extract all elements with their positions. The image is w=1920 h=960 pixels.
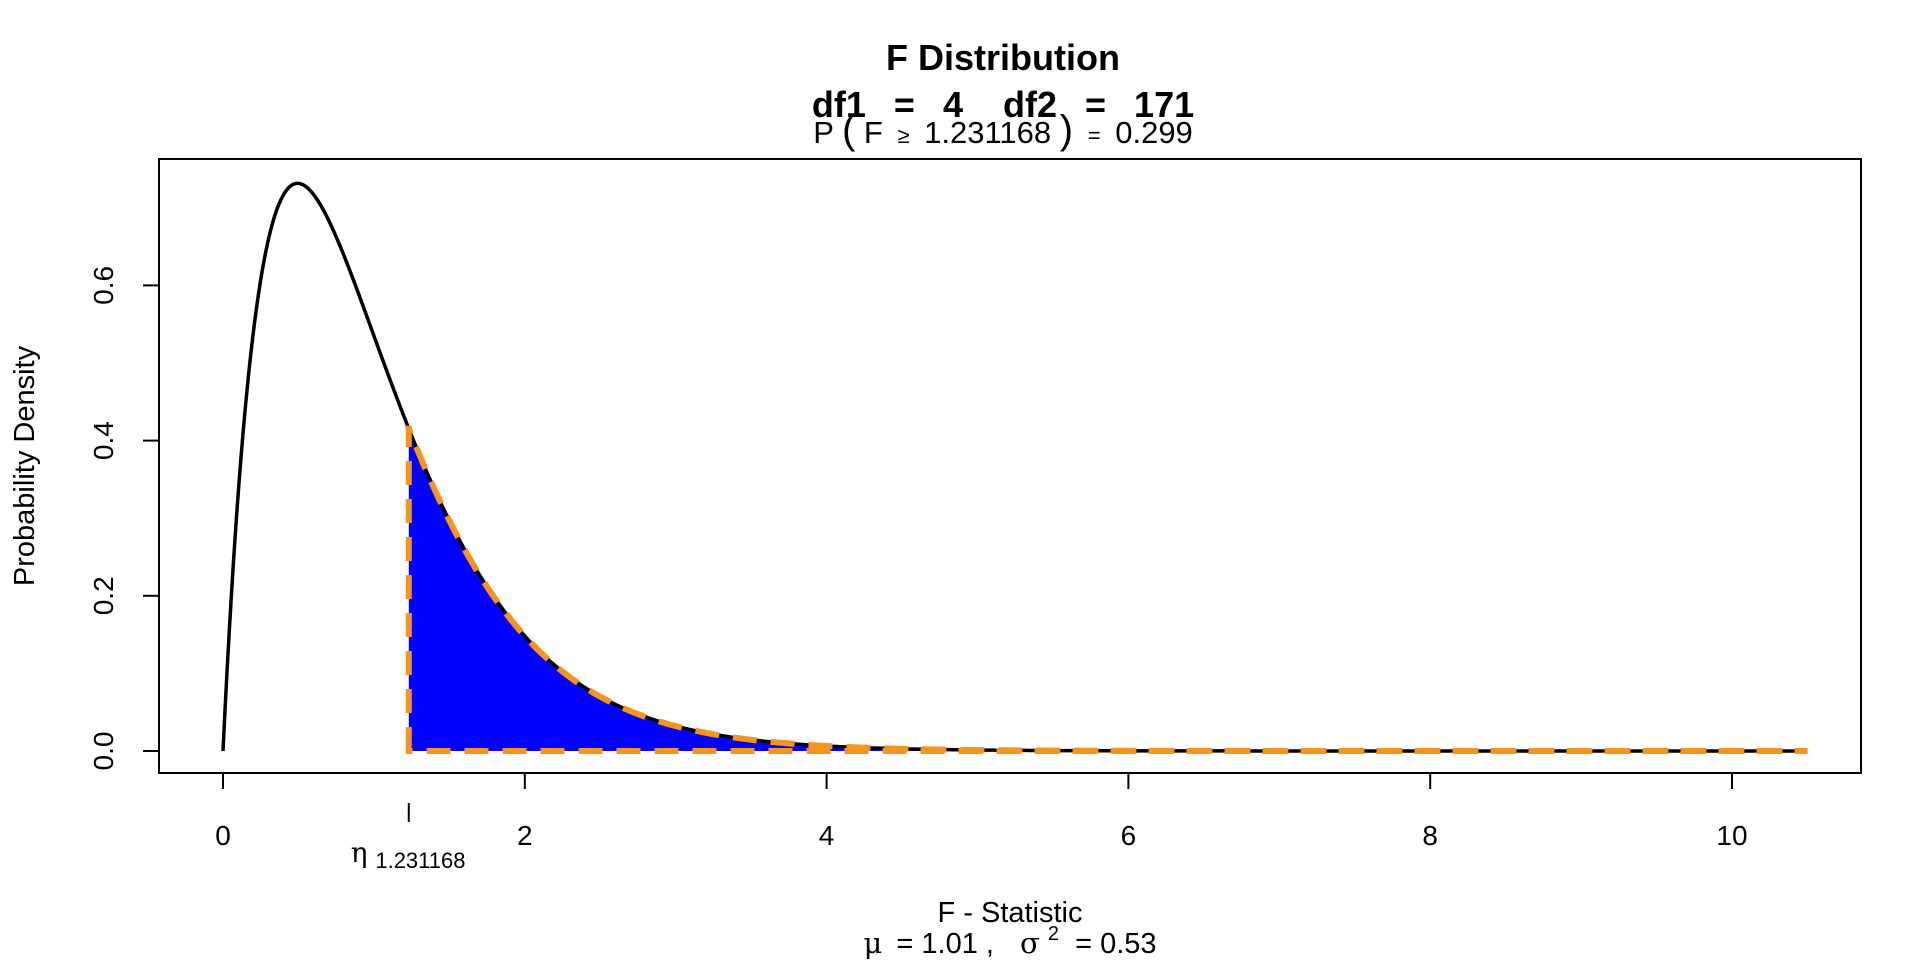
df2-equals: = <box>1085 84 1106 125</box>
eta-symbol: η <box>351 836 368 869</box>
chart-title: F Distribution <box>886 37 1120 78</box>
prob-variable: F <box>864 115 883 150</box>
sigma-value: = 0.53 <box>1075 928 1156 960</box>
x-tick-label: 4 <box>819 820 835 851</box>
chart-subtitle: df1 = 4 df2 = 171 <box>812 84 1194 125</box>
prob-close-paren: ) <box>1060 108 1073 152</box>
y-tick-label: 0.2 <box>88 576 119 615</box>
prob-relation: ≥ <box>897 123 909 148</box>
distribution-stats: μ = 1.01 , σ 2 = 0.53 <box>863 915 1156 960</box>
prob-open-paren: ( <box>842 108 856 152</box>
x-tick-label: 6 <box>1121 820 1137 851</box>
df1-value: 4 <box>943 84 963 125</box>
critical-value-label: η 1.231168 <box>351 836 466 873</box>
df2-value: 171 <box>1134 84 1194 125</box>
prob-value: 0.299 <box>1115 115 1193 150</box>
x-tick-label: 0 <box>215 820 231 851</box>
shaded-tail-area <box>408 428 1808 751</box>
prob-equals: = <box>1088 123 1101 148</box>
y-axis-title: Probability Density <box>9 345 41 586</box>
y-tick-label: 0.6 <box>88 266 119 305</box>
x-tick-label: 2 <box>517 820 533 851</box>
df1-equals: = <box>894 84 915 125</box>
sigma-power: 2 <box>1048 923 1059 945</box>
tail-outline-layer <box>404 425 1808 754</box>
mu-value: = 1.01 , <box>896 928 994 960</box>
prob-critical-value: 1.231168 <box>924 115 1051 150</box>
x-axis-title: F - Statistic <box>937 897 1082 929</box>
x-axis: 0 2 4 6 8 10 <box>215 772 1748 851</box>
y-tick-label: 0.0 <box>88 732 119 771</box>
sigma-symbol: σ <box>1020 926 1040 960</box>
prob-prefix: P <box>813 115 833 150</box>
x-tick-label: 8 <box>1422 820 1438 851</box>
tail-dashed-outline <box>404 425 1808 754</box>
df1-label: df1 <box>812 84 866 125</box>
y-tick-label: 0.4 <box>88 421 119 460</box>
eta-subscript: 1.231168 <box>375 848 465 873</box>
probability-annotation: P ( F ≥ 1.231168 ) = 0.299 <box>813 108 1193 152</box>
df2-label: df2 <box>1003 84 1057 125</box>
x-tick-label: 10 <box>1716 820 1747 851</box>
critical-value-marker: η 1.231168 <box>351 803 466 873</box>
shaded-tail-layer <box>408 428 1808 751</box>
y-axis: 0.0 0.2 0.4 0.6 <box>88 266 160 771</box>
mu-symbol: μ <box>863 926 882 960</box>
